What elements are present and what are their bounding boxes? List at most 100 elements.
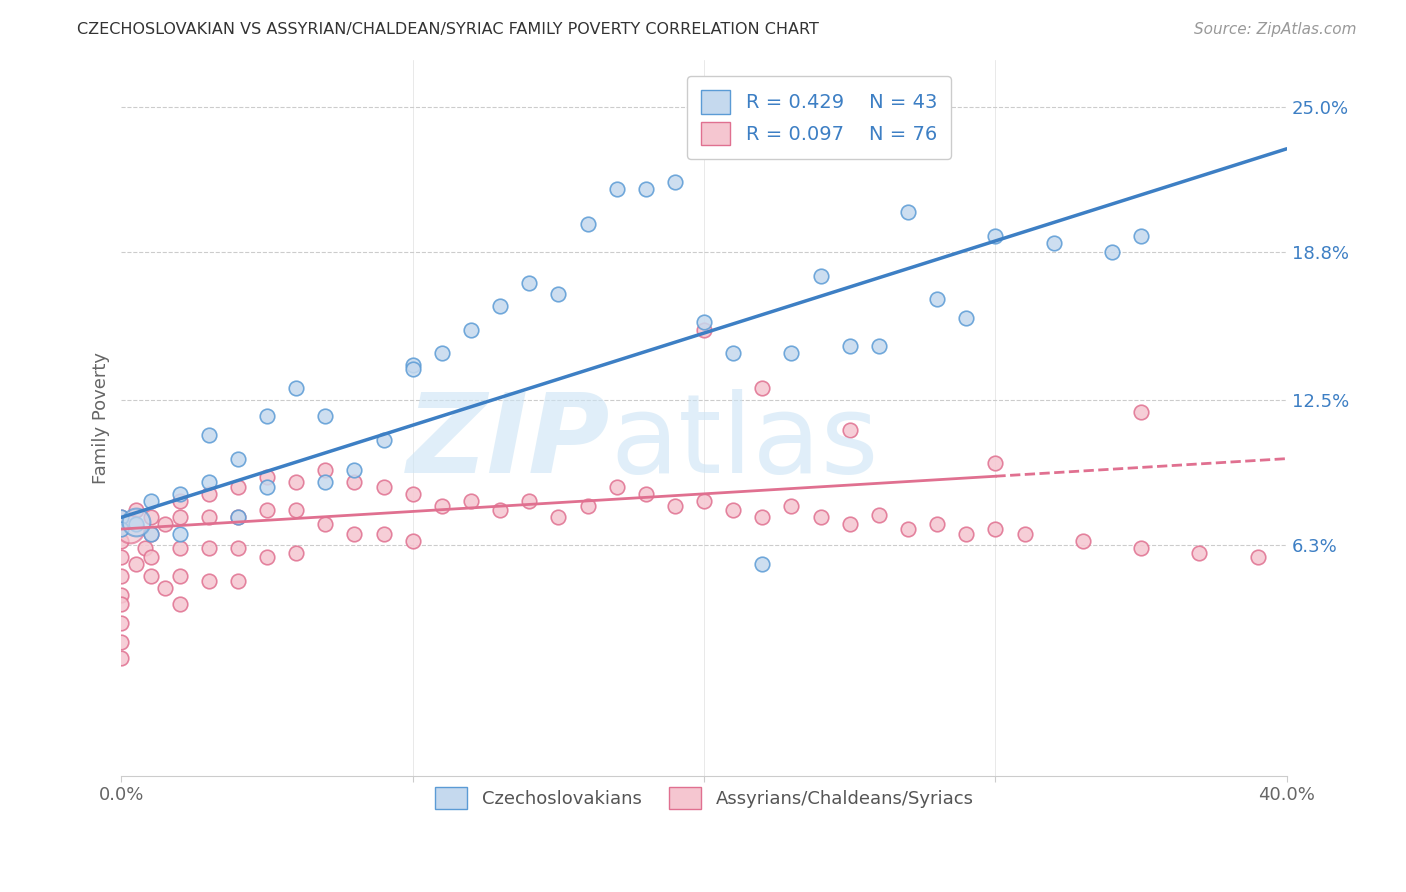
Point <box>256 550 278 565</box>
Point <box>139 494 162 508</box>
Point <box>547 510 569 524</box>
Point <box>169 597 191 611</box>
Point <box>169 487 191 501</box>
Point <box>110 522 132 536</box>
Point <box>460 322 482 336</box>
Text: Source: ZipAtlas.com: Source: ZipAtlas.com <box>1194 22 1357 37</box>
Point <box>110 569 132 583</box>
Point <box>198 487 221 501</box>
Point <box>1246 550 1268 565</box>
Point <box>576 217 599 231</box>
Point <box>139 526 162 541</box>
Point <box>1071 533 1094 548</box>
Point <box>721 503 744 517</box>
Point <box>810 510 832 524</box>
Point <box>838 517 860 532</box>
Point <box>693 494 716 508</box>
Point <box>110 533 132 548</box>
Point <box>285 503 308 517</box>
Point <box>780 346 803 360</box>
Point <box>838 339 860 353</box>
Point <box>139 526 162 541</box>
Point <box>1101 245 1123 260</box>
Y-axis label: Family Poverty: Family Poverty <box>93 351 110 483</box>
Point <box>664 175 686 189</box>
Point <box>169 541 191 555</box>
Point <box>110 634 132 648</box>
Point <box>664 499 686 513</box>
Point <box>226 510 249 524</box>
Point <box>169 510 191 524</box>
Point <box>751 510 773 524</box>
Point <box>226 480 249 494</box>
Point <box>1014 526 1036 541</box>
Point <box>314 463 336 477</box>
Point <box>868 339 890 353</box>
Point <box>226 574 249 588</box>
Point <box>606 480 628 494</box>
Point <box>927 517 949 532</box>
Point <box>897 522 920 536</box>
Point <box>897 205 920 219</box>
Point <box>110 597 132 611</box>
Point <box>402 362 425 376</box>
Point <box>314 475 336 489</box>
Point <box>517 276 540 290</box>
Point <box>169 526 191 541</box>
Point <box>838 424 860 438</box>
Point <box>402 487 425 501</box>
Point <box>1042 235 1064 250</box>
Point <box>780 499 803 513</box>
Point <box>402 358 425 372</box>
Point <box>402 533 425 548</box>
Point <box>576 499 599 513</box>
Point <box>634 487 657 501</box>
Point <box>955 310 977 325</box>
Point <box>721 346 744 360</box>
Point <box>110 588 132 602</box>
Point <box>693 322 716 336</box>
Point <box>226 510 249 524</box>
Point <box>256 480 278 494</box>
Point <box>430 499 453 513</box>
Point <box>343 526 366 541</box>
Point <box>169 494 191 508</box>
Point <box>110 550 132 565</box>
Point <box>256 409 278 424</box>
Point <box>125 517 148 532</box>
Point <box>110 522 132 536</box>
Point <box>285 475 308 489</box>
Point <box>256 470 278 484</box>
Point <box>810 268 832 283</box>
Legend: Czechoslovakians, Assyrians/Chaldeans/Syriacs: Czechoslovakians, Assyrians/Chaldeans/Sy… <box>427 780 981 816</box>
Point <box>1130 228 1153 243</box>
Point <box>606 182 628 196</box>
Point <box>153 517 176 532</box>
Point <box>460 494 482 508</box>
Point <box>139 510 162 524</box>
Point <box>547 287 569 301</box>
Point <box>125 558 148 572</box>
Point <box>110 510 132 524</box>
Point <box>125 515 148 529</box>
Point <box>226 541 249 555</box>
Point <box>1188 545 1211 559</box>
Point <box>1130 541 1153 555</box>
Point <box>751 381 773 395</box>
Point <box>868 508 890 522</box>
Point <box>169 569 191 583</box>
Point <box>343 463 366 477</box>
Point <box>373 433 395 447</box>
Point <box>489 503 512 517</box>
Point <box>110 510 132 524</box>
Point <box>139 569 162 583</box>
Point <box>430 346 453 360</box>
Point <box>517 494 540 508</box>
Point <box>489 299 512 313</box>
Point <box>125 503 148 517</box>
Point <box>110 615 132 630</box>
Point <box>110 651 132 665</box>
Point <box>226 451 249 466</box>
Point <box>314 517 336 532</box>
Point <box>198 510 221 524</box>
